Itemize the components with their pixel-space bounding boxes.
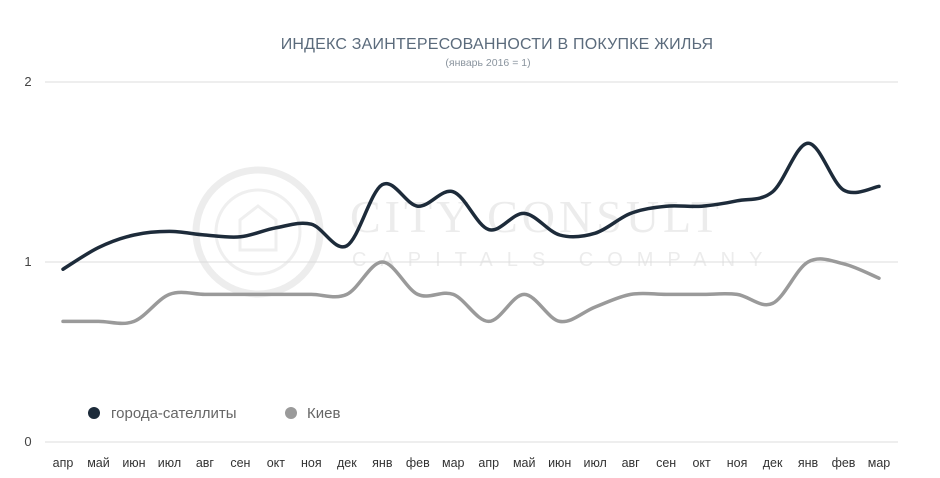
y-tick-label: 2 <box>24 74 31 89</box>
x-tick-label: ноя <box>301 456 322 470</box>
grid <box>45 81 898 443</box>
y-axis-ticks: 0 1 2 <box>24 74 31 449</box>
x-tick-label: ноя <box>727 456 748 470</box>
x-tick-label: фев <box>832 456 856 470</box>
legend-label-kiev: Киев <box>307 405 340 422</box>
x-tick-label: авг <box>196 456 215 470</box>
x-tick-label: окт <box>267 456 286 470</box>
legend: города-сателлиты Киев <box>88 405 340 422</box>
x-tick-label: дек <box>763 456 783 470</box>
legend-label-satellites: города-сателлиты <box>111 405 237 422</box>
x-tick-label: июл <box>583 456 606 470</box>
series-line-satellites <box>61 141 881 271</box>
legend-item-kiev: Киев <box>285 405 340 422</box>
x-tick-label: фев <box>406 456 430 470</box>
y-tick-label: 1 <box>24 254 31 269</box>
x-tick-label: мар <box>442 456 465 470</box>
x-tick-label: окт <box>692 456 711 470</box>
watermark: CITY CONSULT CAPITALS COMPANY <box>192 166 776 298</box>
chart-title: ИНДЕКС ЗАИНТЕРЕСОВАННОСТИ В ПОКУПКЕ ЖИЛЬ… <box>281 36 714 53</box>
chart-subtitle: (январь 2016 = 1) <box>445 57 530 69</box>
x-tick-label: сен <box>656 456 676 470</box>
x-tick-label: авг <box>622 456 641 470</box>
watermark-logo-inner <box>214 188 302 276</box>
series-line-kiev <box>61 257 881 326</box>
x-tick-label: июн <box>548 456 571 470</box>
x-tick-label: июн <box>122 456 145 470</box>
legend-marker-kiev <box>285 407 297 419</box>
x-tick-label: апр <box>478 456 499 470</box>
watermark-line2: CAPITALS COMPANY <box>352 249 776 271</box>
x-tick-label: янв <box>372 456 393 470</box>
x-tick-label: апр <box>53 456 74 470</box>
legend-marker-satellites <box>88 407 100 419</box>
x-tick-label: май <box>513 456 536 470</box>
x-tick-label: янв <box>798 456 819 470</box>
series-lines <box>61 141 881 326</box>
x-tick-label: мар <box>868 456 891 470</box>
watermark-logo-building <box>238 204 278 252</box>
x-tick-label: сен <box>230 456 250 470</box>
x-axis-ticks: апр май июн июл авг сен окт ноя дек янв фев мар апр м… <box>53 456 891 470</box>
legend-item-satellites: города-сателлиты <box>88 405 237 422</box>
y-tick-label: 0 <box>24 434 31 449</box>
x-tick-label: дек <box>337 456 357 470</box>
x-tick-label: июл <box>158 456 181 470</box>
x-tick-label: май <box>87 456 110 470</box>
